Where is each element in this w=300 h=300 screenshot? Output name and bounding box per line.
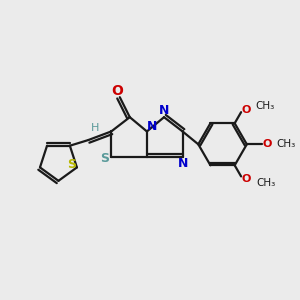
Text: CH₃: CH₃: [256, 178, 275, 188]
Text: S: S: [100, 152, 109, 165]
Text: S: S: [67, 158, 76, 171]
Text: N: N: [147, 120, 157, 133]
Text: O: O: [262, 139, 272, 149]
Text: O: O: [242, 105, 251, 115]
Text: CH₃: CH₃: [255, 101, 274, 111]
Text: N: N: [177, 157, 188, 170]
Text: CH₃: CH₃: [277, 139, 296, 149]
Text: O: O: [242, 174, 251, 184]
Text: H: H: [91, 123, 99, 133]
Text: O: O: [111, 84, 123, 98]
Text: N: N: [159, 104, 169, 117]
